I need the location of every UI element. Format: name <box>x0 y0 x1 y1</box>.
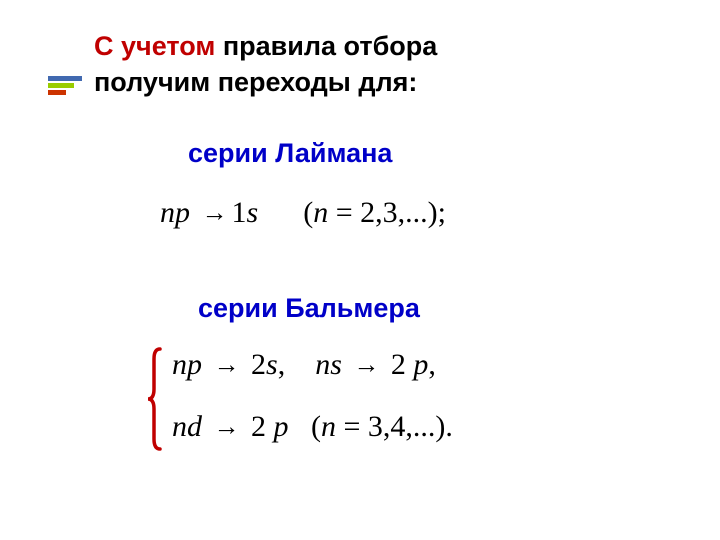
lyman-n: n <box>313 196 328 229</box>
heading-part2: правила отбора <box>215 31 437 61</box>
lyman-series-label: серии Лаймана <box>188 138 392 169</box>
balmer-n: n <box>321 410 336 443</box>
balmer-comma1: , <box>278 348 286 381</box>
balmer-formula-line1: np → 2s, ns → 2 p, <box>172 348 436 382</box>
heading-part3: получим переходы для: <box>94 67 417 97</box>
balmer-np: np <box>172 348 202 381</box>
accent-decoration <box>48 76 82 110</box>
arrow-icon: → <box>214 412 240 442</box>
lyman-paren-open: ( <box>303 196 313 229</box>
lyman-eq: = <box>328 196 360 229</box>
arrow-icon: → <box>353 350 379 380</box>
balmer-t: 2 <box>251 410 274 443</box>
arrow-icon: → <box>214 350 240 380</box>
balmer-p: p <box>413 348 428 381</box>
lyman-vals: 2,3,...); <box>360 196 446 229</box>
curly-bracket <box>144 345 164 453</box>
slide-heading: С учетом правила отбора получим переходы… <box>94 28 437 101</box>
balmer-vals: 3,4,...). <box>368 410 453 443</box>
accent-line-2 <box>48 83 74 88</box>
balmer-p2: p <box>274 410 289 443</box>
lyman-s: s <box>247 196 259 229</box>
balmer-nd: nd <box>172 410 202 443</box>
balmer-formula-line2: nd → 2 p (n = 3,4,...). <box>172 410 453 444</box>
balmer-eq: = <box>336 410 368 443</box>
balmer-paren-open: ( <box>311 410 321 443</box>
lyman-np: np <box>160 196 190 229</box>
arrow-icon: → <box>202 198 228 228</box>
lyman-formula: np →1s (n = 2,3,...); <box>160 196 446 230</box>
balmer-comma2: , <box>428 348 436 381</box>
bracket-icon <box>144 345 164 453</box>
accent-line-3 <box>48 90 66 95</box>
lyman-target: 1 <box>232 196 247 229</box>
balmer-series-label: серии Бальмера <box>198 293 420 324</box>
balmer-ns: ns <box>315 348 342 381</box>
balmer-t2: 2 <box>391 348 414 381</box>
balmer-t1: 2 <box>251 348 266 381</box>
accent-line-1 <box>48 76 82 81</box>
heading-part1: С учетом <box>94 31 215 61</box>
balmer-s: s <box>266 348 278 381</box>
